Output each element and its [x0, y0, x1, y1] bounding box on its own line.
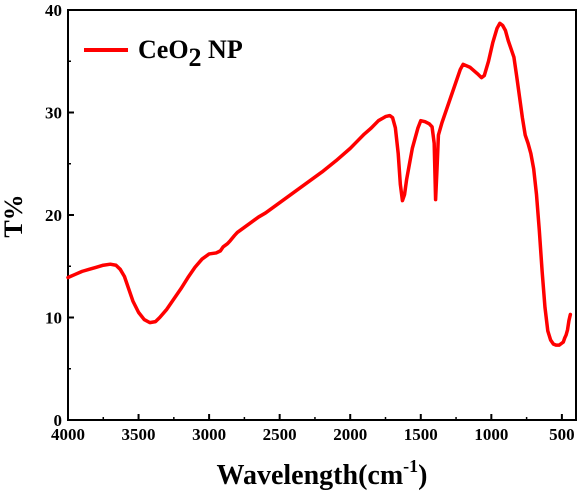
y-tick-label: 40 — [45, 1, 62, 20]
legend: CeO2 NP — [84, 35, 243, 72]
x-axis-label-main: Wavelength(cm — [217, 460, 404, 491]
y-axis-ticks: 0 10 20 30 40 — [45, 1, 74, 430]
x-tick-label: 1000 — [474, 425, 508, 444]
legend-label-suffix: NP — [202, 35, 243, 64]
x-axis-label-superscript: -1 — [403, 456, 418, 476]
y-tick-label: 0 — [54, 411, 63, 430]
x-tick-label: 4000 — [51, 425, 85, 444]
y-tick-label: 10 — [45, 309, 62, 328]
legend-label-base: CeO — [138, 35, 189, 64]
x-tick-label: 2000 — [333, 425, 367, 444]
x-tick-label: 1500 — [404, 425, 438, 444]
x-tick-label: 3500 — [122, 425, 156, 444]
y-tick-label: 20 — [45, 206, 62, 225]
plot-area: 4000 3500 3000 2500 2000 1500 1000 500 0 10 20 30 4… — [45, 1, 577, 444]
x-axis-label: Wavelength(cm-1) — [217, 456, 428, 491]
transmittance-series-line — [66, 21, 573, 347]
legend-label-subscript: 2 — [189, 43, 202, 72]
x-axis-label-close: ) — [418, 460, 427, 491]
y-axis-label: T% — [0, 194, 28, 237]
y-tick-label: 30 — [45, 104, 62, 123]
x-axis-ticks: 4000 3500 3000 2500 2000 1500 1000 500 — [51, 414, 575, 444]
x-tick-label: 500 — [549, 425, 575, 444]
x-tick-label: 3000 — [192, 425, 226, 444]
legend-label: CeO2 NP — [138, 35, 243, 72]
plot-frame — [67, 9, 577, 421]
x-tick-label: 2500 — [263, 425, 297, 444]
